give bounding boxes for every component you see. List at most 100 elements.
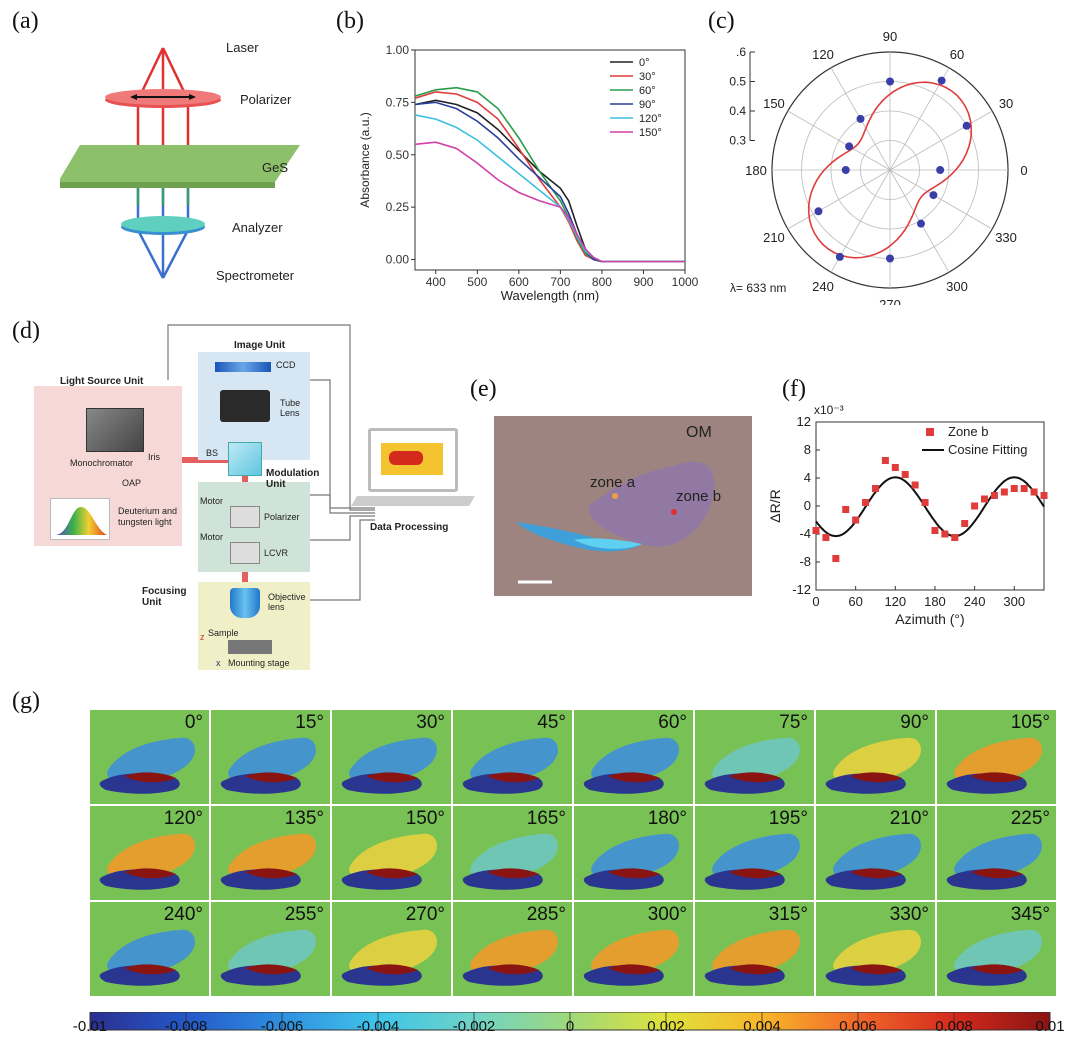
light-source-unit-label: Light Source Unit: [60, 376, 144, 387]
angle-label: 330°: [889, 904, 929, 925]
panel-b-label: (b): [336, 8, 364, 34]
tube-lens-label: Tube Lens: [280, 398, 301, 418]
zone-b-point: [1010, 485, 1018, 492]
x-tick-label: 300: [1003, 594, 1025, 609]
zone-b-point: [842, 506, 850, 513]
angle-tick-label: 0: [1020, 163, 1027, 178]
rdm-tile: 0°: [90, 710, 209, 804]
angle-tick-label: 210: [763, 230, 785, 245]
rdm-tile: 330°: [816, 902, 935, 996]
angle-label: 225°: [1010, 808, 1050, 829]
rdm-tile: 285°: [453, 902, 572, 996]
y-tick-label: 0.75: [386, 95, 410, 109]
rdm-tile: 270°: [332, 902, 451, 996]
angle-label: 270°: [405, 904, 445, 925]
data-point: [841, 166, 850, 174]
data-point: [962, 121, 971, 130]
data-point: [835, 252, 844, 261]
colorbar: [89, 1012, 1051, 1031]
rdm-tile: 240°: [90, 902, 209, 996]
legend-label: 0°: [639, 57, 650, 69]
image-unit-label: Image Unit: [234, 340, 286, 351]
lamp-label: Deuterium and tungsten light: [118, 506, 178, 527]
polarizer-block: [230, 506, 260, 528]
legend-label: 150°: [639, 127, 662, 139]
zone-b-point: [961, 520, 969, 527]
zone-b-point: [921, 499, 929, 506]
y-scale-label: x10⁻³: [814, 403, 844, 417]
x-tick-label: 900: [633, 275, 653, 289]
rdm-tile: 180°: [574, 806, 693, 900]
angle-label: 150°: [405, 808, 445, 829]
ccd-sensor: [215, 362, 271, 372]
rdm-tile: 60°: [574, 710, 693, 804]
rdm-tile: 150°: [332, 806, 451, 900]
zone-b-point: [971, 502, 979, 510]
x-axis-label: Wavelength (nm): [501, 288, 600, 303]
angle-label: 315°: [768, 904, 808, 925]
computer-monitor: [368, 428, 458, 492]
lamp-box: [50, 498, 110, 540]
wavelength-annotation: λ= 633 nm: [730, 281, 786, 295]
y-tick-label: 0.25: [386, 200, 410, 214]
panel-a-label: (a): [12, 8, 39, 34]
lcvr-label: LCVR: [264, 548, 289, 558]
x-tick-label: 600: [509, 275, 529, 289]
angle-tick-label: 240: [812, 279, 834, 294]
x-tick-label: 500: [467, 275, 487, 289]
data-point: [814, 207, 823, 216]
x-tick-label: 240: [964, 594, 986, 609]
radial-tick-label: 0.4: [729, 104, 746, 118]
colorbar-tick-label: 0.004: [743, 1018, 781, 1035]
panel-c-label: (c): [708, 8, 735, 34]
angle-label: 210°: [889, 808, 929, 829]
angle-tick-label: 300: [946, 279, 968, 294]
y-axis-label: ΔR/R: [770, 489, 783, 522]
angle-label: 240°: [163, 904, 203, 925]
rdm-tile: 105°: [937, 710, 1056, 804]
angle-tick-label: 150: [763, 96, 785, 111]
angle-label: 345°: [1010, 904, 1050, 925]
x-tick-label: 700: [550, 275, 570, 289]
zone-b-point: [881, 457, 889, 464]
zone-b-label: zone b: [676, 488, 722, 505]
angle-tick-label: 180: [745, 163, 767, 178]
colorbar-tick-label: -0.006: [260, 1018, 304, 1035]
objective-lens: [230, 588, 260, 618]
rdm-tile: 75°: [695, 710, 814, 804]
beam-splitter: [228, 442, 262, 476]
zone-b-point: [891, 464, 899, 471]
angle-label: 180°: [647, 808, 687, 829]
legend-label: 60°: [639, 85, 656, 97]
bs-label: BS: [206, 448, 219, 458]
modulation-unit-label: Modulation Unit: [266, 468, 320, 490]
y-tick-label: 1.00: [386, 43, 410, 57]
angle-label: 300°: [647, 904, 687, 925]
ccd-label: CCD: [276, 360, 296, 370]
ges-label: GeS: [262, 160, 289, 175]
x-tick-label: 180: [924, 594, 946, 609]
polar-spoke: [787, 110, 891, 171]
reflectance-chart: 0 60 120 180 240 300 -12 -8 -4 0 4 8 12 Azimuth (°) ΔR…: [770, 403, 1048, 627]
legend-label: 120°: [639, 113, 662, 125]
zone-b-point: [812, 527, 820, 534]
y-tick-label: -8: [799, 554, 811, 569]
absorbance-chart: 400 500 600 700 800 900 1000 0.00 0.25 0.50 0.75 1.…: [358, 43, 699, 303]
zone-b-point: [1000, 488, 1008, 496]
polar-chart: 0 30 60 90 120 150 180 210 240 270 300 330 .6 0.5 0.4 0…: [729, 30, 1027, 305]
computer-keyboard: [351, 496, 475, 506]
x-axis-label: x: [216, 658, 221, 668]
y-tick-label: 0.00: [386, 253, 410, 267]
angle-label: 30°: [416, 712, 445, 733]
zone-b-point: [1030, 488, 1038, 496]
angle-label: 0°: [184, 712, 203, 733]
angle-label: 105°: [1010, 712, 1050, 733]
data-point: [929, 191, 938, 200]
angle-label: 15°: [295, 712, 324, 733]
angle-label: 285°: [526, 904, 566, 925]
polar-spoke: [889, 169, 993, 230]
zone-b-point: [990, 492, 998, 499]
polar-spoke: [889, 110, 993, 171]
ges-slab: [60, 145, 300, 182]
colorbar-tick-label: 0.002: [647, 1018, 685, 1035]
